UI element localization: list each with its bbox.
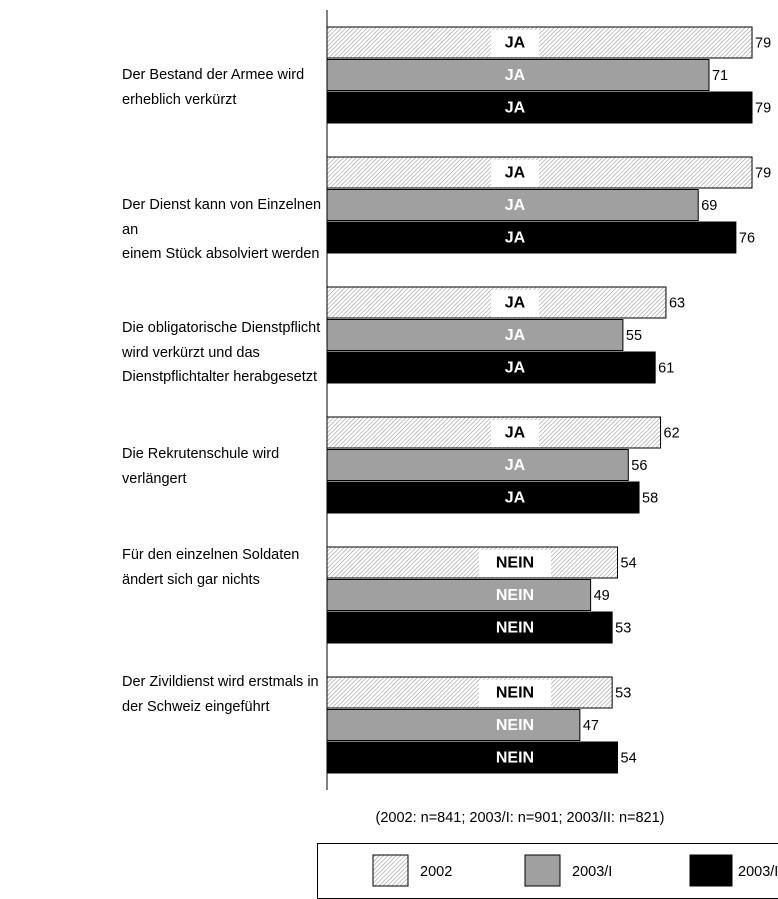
category-label: Die Rekrutenschule wird verlängert — [122, 446, 280, 487]
bar-text: JA — [505, 457, 526, 474]
value-label: 63 — [669, 295, 685, 311]
value-label: 56 — [631, 458, 647, 474]
value-label: 58 — [642, 490, 658, 506]
sample-note: (2002: n=841; 2003/I: n=901; 2003/II: n=… — [375, 810, 664, 826]
bar-text: NEIN — [496, 587, 534, 604]
value-label: 54 — [621, 555, 637, 571]
bar-text: NEIN — [496, 685, 534, 702]
bar-text: JA — [505, 230, 526, 247]
bar — [326, 481, 640, 514]
bar-text: NEIN — [496, 750, 534, 767]
category-label: Für den einzelnen Soldaten ändert sich g… — [122, 547, 300, 588]
label-box — [479, 550, 551, 577]
legend-label: 2002 — [420, 864, 452, 880]
bar — [326, 156, 753, 189]
bar — [326, 546, 619, 579]
label-box — [491, 30, 539, 57]
value-label: 53 — [615, 620, 631, 636]
category-label: Der Bestand der Armee wird erheblich ver… — [122, 67, 305, 108]
label-box — [491, 160, 539, 187]
bar-text: JA — [505, 67, 526, 84]
bar — [326, 59, 710, 91]
bar-text: JA — [505, 425, 526, 442]
bar — [326, 449, 629, 481]
value-label: 79 — [755, 165, 771, 181]
bar-text: JA — [505, 327, 526, 344]
bar-text: JA — [505, 35, 526, 52]
bar — [326, 611, 613, 644]
value-label: 79 — [755, 100, 771, 116]
category-label: Die obligatorische Dienstpflicht wird ve… — [122, 320, 321, 385]
value-label: 61 — [658, 360, 674, 376]
bar — [326, 189, 699, 221]
bar-text: JA — [505, 360, 526, 377]
value-label: 79 — [755, 35, 771, 51]
value-label: 69 — [701, 198, 717, 214]
bar — [326, 319, 624, 351]
bar — [326, 579, 592, 611]
bar — [326, 221, 737, 254]
value-label: 62 — [664, 425, 680, 441]
label-box — [491, 420, 539, 447]
legend-swatch — [524, 854, 561, 887]
bar — [326, 676, 613, 709]
bar-text: JA — [505, 295, 526, 312]
bar-text: JA — [505, 490, 526, 507]
value-label: 47 — [583, 718, 599, 734]
bar — [326, 26, 753, 59]
value-label: 49 — [594, 588, 610, 604]
category-label: Der Dienst kann von Einzelnen an einem S… — [122, 197, 322, 262]
bar — [326, 91, 753, 124]
label-box — [479, 680, 551, 707]
value-label: 71 — [712, 68, 728, 84]
bar — [326, 741, 619, 774]
bar-text: NEIN — [496, 717, 534, 734]
value-label: 55 — [626, 328, 642, 344]
category-label: Der Zivildienst wird erstmals in der Sch… — [122, 674, 319, 715]
bar-text: NEIN — [496, 555, 534, 572]
bar — [326, 709, 581, 741]
legend-label: 2003/I — [572, 864, 612, 880]
bar-text: JA — [505, 197, 526, 214]
bar-text: JA — [505, 165, 526, 182]
bar — [326, 351, 656, 384]
value-label: 54 — [621, 750, 637, 766]
legend-swatch — [689, 854, 733, 887]
legend-swatch — [372, 854, 409, 887]
label-box — [491, 290, 539, 317]
legend-label: 2003/II — [738, 864, 778, 880]
bar-text: NEIN — [496, 620, 534, 637]
bar-text: JA — [505, 100, 526, 117]
value-label: 76 — [739, 230, 755, 246]
value-label: 53 — [615, 685, 631, 701]
